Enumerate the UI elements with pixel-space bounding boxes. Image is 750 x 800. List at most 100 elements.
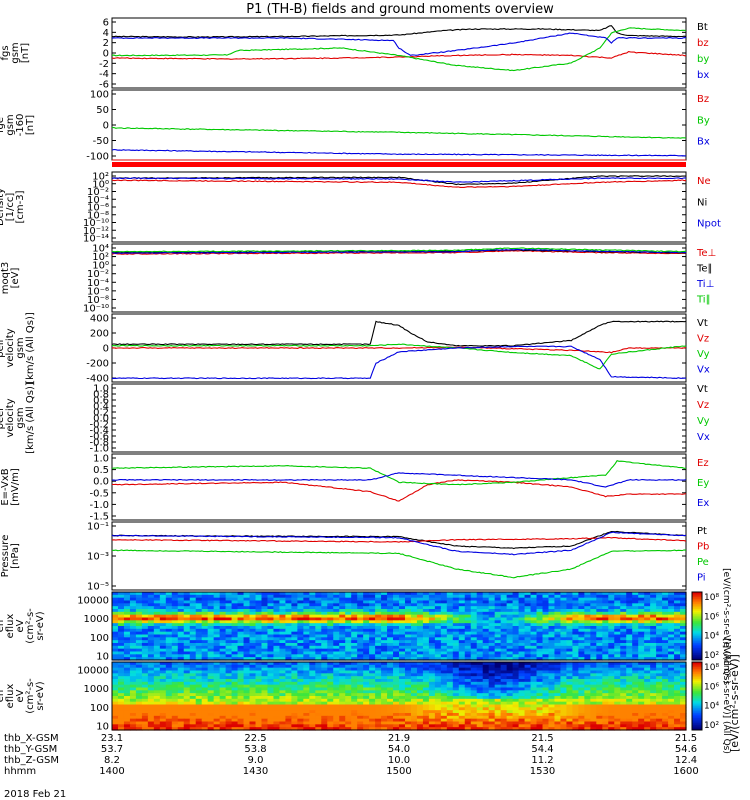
heatmap-cell (578, 693, 585, 697)
legend-entry: Vt (697, 318, 708, 329)
heatmap-cell (632, 606, 639, 610)
heatmap-cell (381, 620, 388, 624)
heatmap-cell (285, 648, 292, 653)
heatmap-cell (524, 667, 532, 672)
heatmap-cell (644, 597, 651, 602)
heatmap-cell (309, 662, 316, 666)
heatmap-cell (345, 609, 352, 613)
heatmap-cell (542, 710, 550, 714)
heatmap-cell (339, 611, 346, 616)
heatmap-cell (506, 721, 514, 725)
heatmap-cell (626, 687, 633, 691)
heatmap-cell (369, 676, 376, 680)
heatmap-cell (614, 667, 621, 672)
heatmap-cell (141, 654, 149, 658)
heatmap-cell (638, 648, 645, 653)
heatmap-cell (231, 643, 239, 647)
heatmap-cell (668, 640, 675, 644)
heatmap-cell (446, 681, 454, 686)
heatmap-cell (381, 609, 388, 613)
heatmap-cell (494, 617, 502, 621)
heatmap-cell (668, 614, 675, 619)
heatmap-cell (596, 623, 603, 627)
heatmap-cell (399, 645, 406, 650)
heatmap-cell (620, 701, 627, 706)
heatmap-cell (488, 698, 496, 703)
heatmap-cell (608, 643, 615, 647)
heatmap-cell (566, 721, 573, 725)
heatmap-cell (381, 603, 388, 607)
heatmap-cell (464, 634, 472, 638)
heatmap-cell (482, 718, 490, 723)
heatmap-cell (560, 687, 568, 691)
series-line-Ez (111, 479, 687, 502)
heatmap-cell (446, 664, 454, 669)
heatmap-cell (159, 718, 167, 723)
heatmap-cell (572, 614, 579, 619)
heatmap-cell (399, 617, 406, 621)
heatmap-cell (656, 696, 663, 700)
heatmap-cell (309, 698, 316, 703)
heatmap-cell (315, 594, 322, 599)
heatmap-cell (578, 645, 585, 650)
heatmap-cell (638, 670, 645, 674)
heatmap-cell (183, 597, 191, 602)
heatmap-cell (620, 626, 627, 630)
heatmap-cell (339, 696, 346, 700)
heatmap-cell (171, 637, 179, 641)
heatmap-cell (165, 603, 173, 607)
heatmap-cell (584, 648, 591, 653)
heatmap-cell (620, 673, 627, 677)
heatmap-cell (416, 727, 424, 731)
heatmap-cell (279, 667, 286, 672)
heatmap-cell (363, 696, 370, 700)
heatmap-cell (249, 657, 257, 661)
heatmap-cell (285, 592, 292, 596)
heatmap-cell (524, 600, 532, 604)
heatmap-cell (165, 698, 173, 703)
heatmap-cell (261, 715, 269, 720)
heatmap-cell (458, 609, 466, 613)
heatmap-cell (255, 710, 263, 714)
heatmap-cell (464, 657, 472, 661)
heatmap-cell (315, 640, 322, 644)
heatmap-cell (333, 600, 340, 604)
heatmap-cell (626, 634, 633, 638)
heatmap-cell (261, 628, 269, 633)
heatmap-cell (165, 592, 173, 596)
heatmap-cell (261, 603, 269, 607)
heatmap-cell (225, 606, 233, 610)
heatmap-cell (644, 704, 651, 708)
heatmap-cell (482, 657, 490, 661)
heatmap-cell (566, 620, 573, 624)
heatmap-cell (500, 696, 508, 700)
heatmap-cell (399, 673, 406, 677)
heatmap-cell (177, 631, 185, 636)
heatmap-cell (518, 606, 526, 610)
heatmap-cell (536, 679, 544, 683)
heatmap-cell (434, 679, 442, 683)
heatmap-cell (524, 634, 532, 638)
heatmap-cell (560, 704, 568, 708)
heatmap-cell (602, 617, 609, 621)
heatmap-cell (524, 687, 532, 691)
heatmap-cell (566, 707, 573, 711)
heatmap-cell (446, 727, 454, 731)
heatmap-cell (159, 693, 167, 697)
heatmap-cell (416, 617, 424, 621)
heatmap-cell (476, 617, 484, 621)
heatmap-cell (297, 597, 304, 602)
heatmap-cell (231, 626, 239, 630)
heatmap-cell (500, 690, 508, 694)
heatmap-cell (650, 628, 657, 633)
heatmap-cell (195, 681, 203, 686)
heatmap-cell (321, 614, 328, 619)
heatmap-cell (315, 676, 322, 680)
heatmap-cell (393, 628, 400, 633)
heatmap-cell (267, 628, 275, 633)
heatmap-cell (345, 651, 352, 655)
heatmap-cell (584, 713, 591, 717)
heatmap-cell (530, 617, 538, 621)
y-tick-label: -0.6 (89, 432, 109, 443)
heatmap-cell (213, 710, 221, 714)
